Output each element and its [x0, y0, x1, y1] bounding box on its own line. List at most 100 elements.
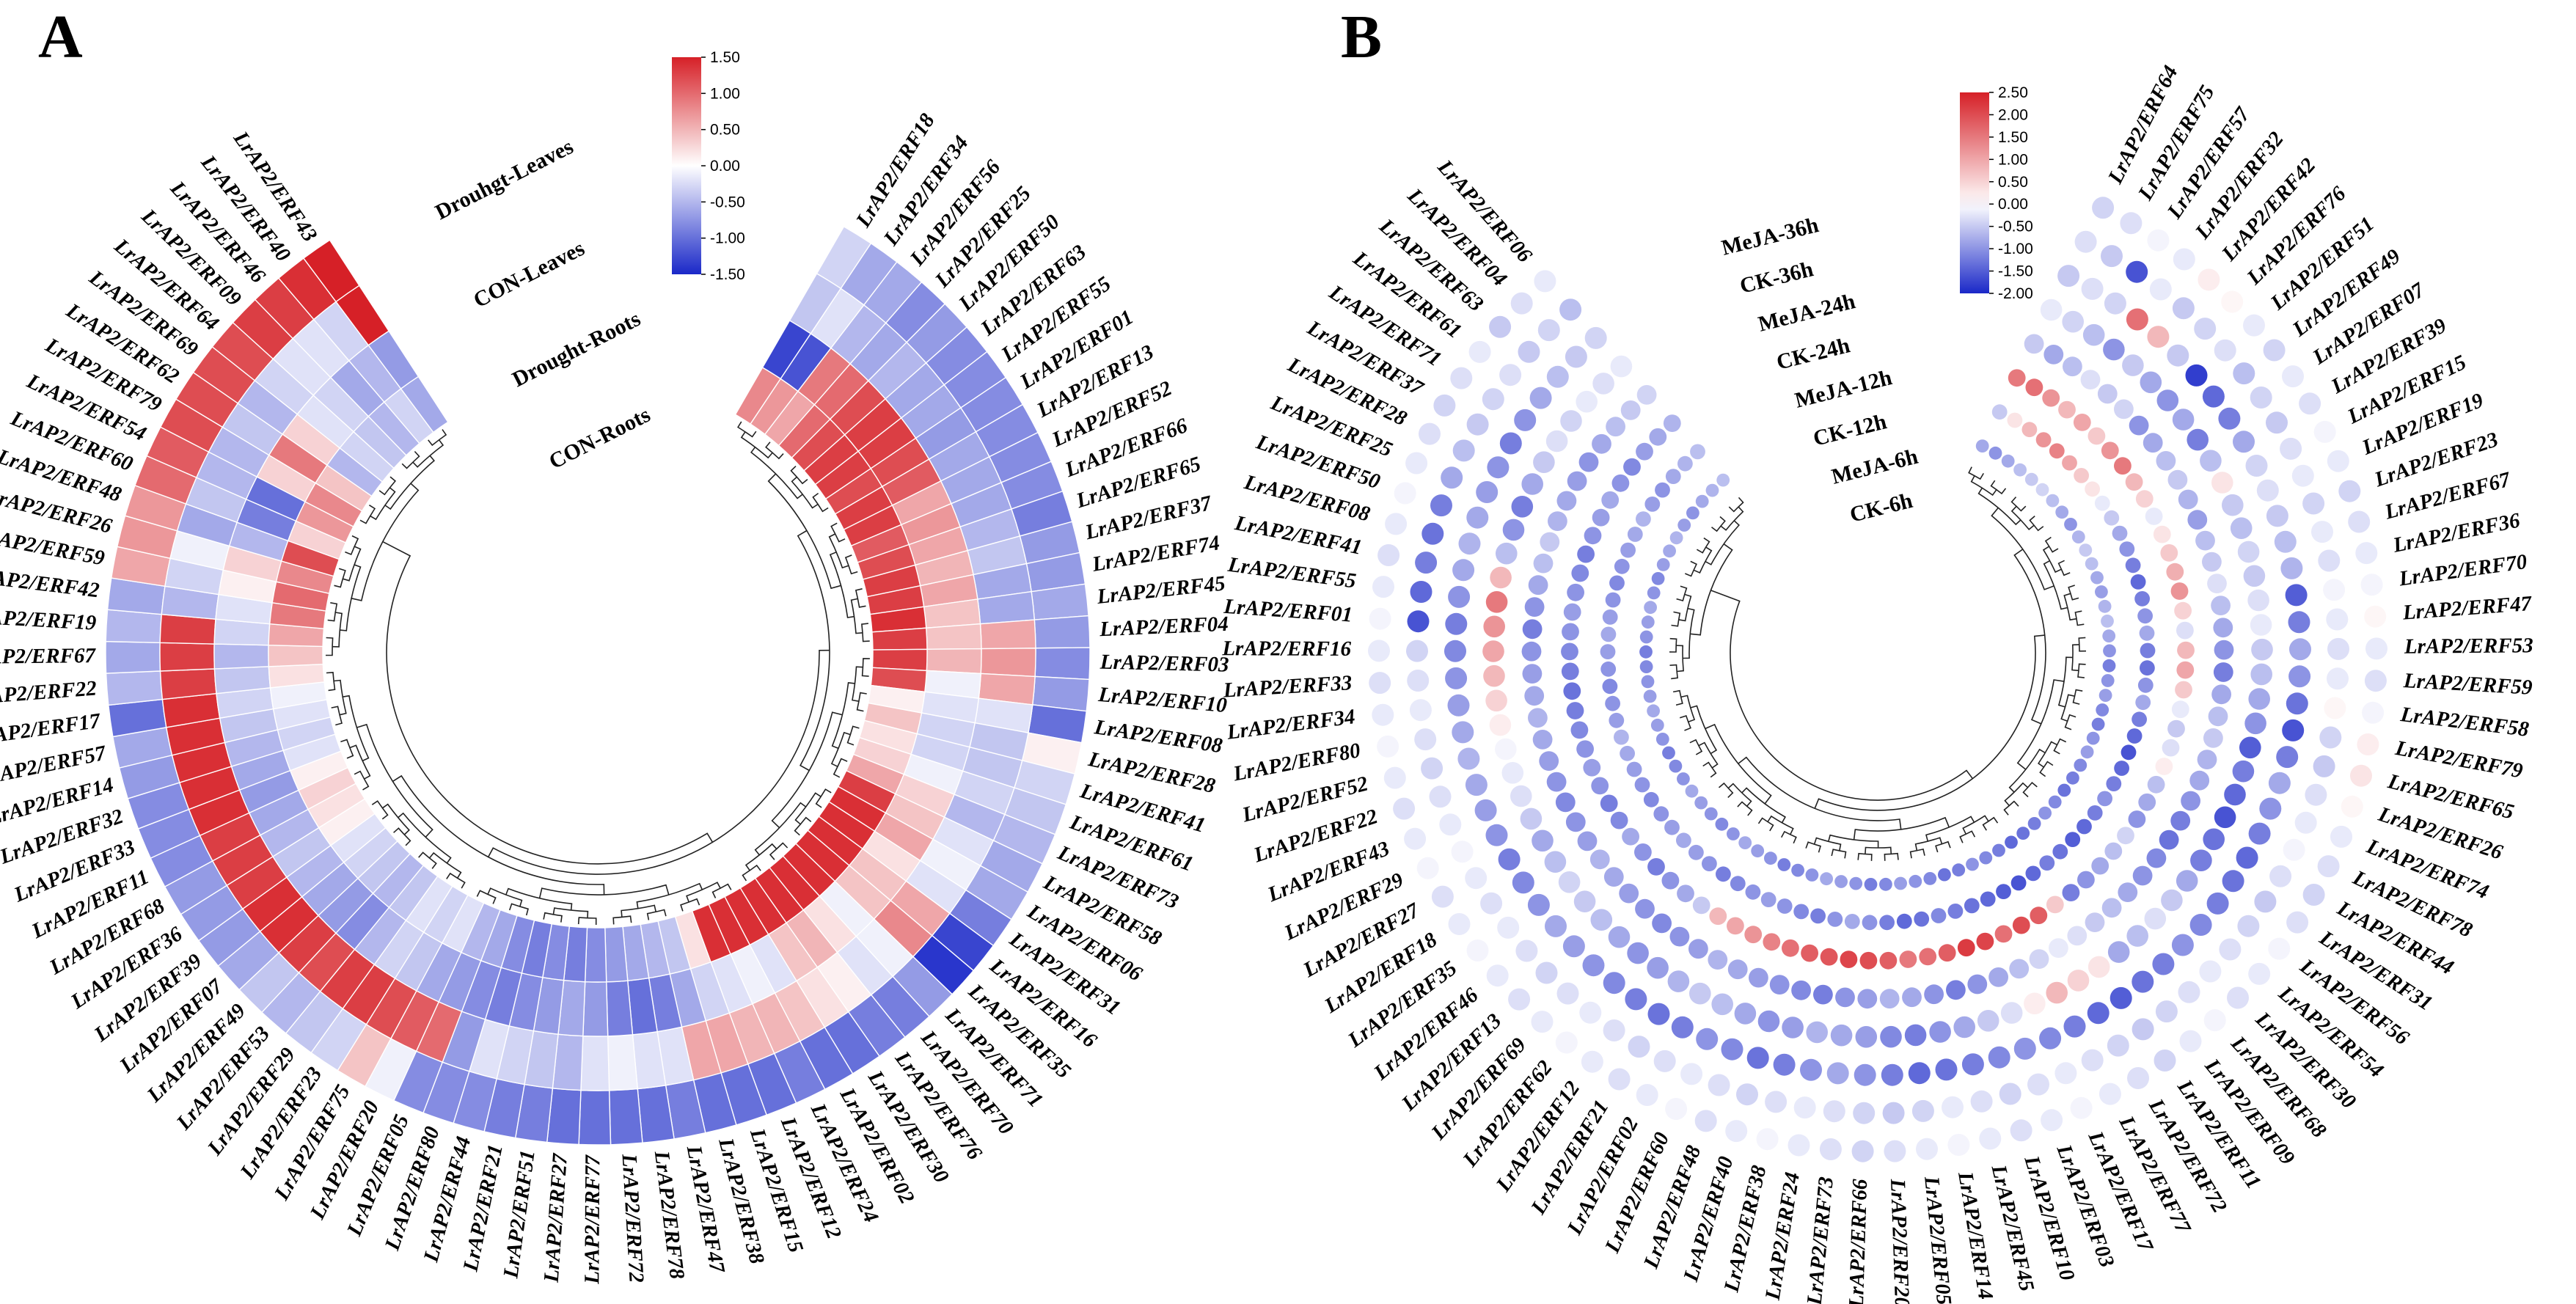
- heatmap-dot: [2305, 783, 2327, 806]
- heatmap-dot: [2139, 625, 2155, 641]
- heatmap-dot: [2035, 483, 2049, 497]
- heatmap-dot: [1582, 954, 1605, 977]
- heatmap-dot: [1514, 409, 1537, 431]
- panel-a-tree-branch: [750, 447, 803, 499]
- heatmap-dot: [2087, 956, 2110, 978]
- panel-b-tree-branch: [1805, 841, 1821, 853]
- panel-b-tree-branch: [1780, 830, 1797, 844]
- heatmap-dot: [1708, 950, 1728, 970]
- heatmap-dot: [2140, 642, 2156, 659]
- panel-a-tree-branch: [765, 442, 784, 460]
- heatmap-dot: [2327, 637, 2349, 660]
- heatmap-cell: [925, 623, 982, 651]
- heatmap-dot: [2145, 508, 2163, 525]
- heatmap-dot: [2178, 981, 2200, 1003]
- heatmap-dot: [2167, 344, 2189, 367]
- panel-b-tree-branch: [2039, 761, 2054, 777]
- heatmap-dot: [1744, 926, 1763, 944]
- heatmap-dot: [1639, 645, 1653, 659]
- heatmap-dot: [1490, 566, 1512, 589]
- panel-b-track-label: MeJA-36h: [1719, 213, 1821, 260]
- heatmap-cell: [608, 1088, 643, 1146]
- heatmap-dot: [2104, 292, 2126, 315]
- heatmap-dot: [2248, 688, 2270, 710]
- heatmap-cell: [268, 645, 324, 667]
- panel-b-colorbar: 2.50 2.00 1.50 1.00 0.50 0.00 -0.50 -1.00 -1.50 -…: [1960, 84, 2033, 302]
- heatmap-dot: [2025, 865, 2041, 882]
- heatmap-dot: [1676, 832, 1691, 849]
- panel-b-tree-branch: [1676, 645, 1684, 673]
- panel-b-gene-label: LrAP2/ERF24: [1760, 1171, 1804, 1302]
- heatmap-dot: [2364, 670, 2387, 692]
- panel-b-tree-branch: [2037, 741, 2057, 768]
- panel-b-colorbar-tick-label: 2.50: [1998, 84, 2028, 101]
- heatmap-dot: [1602, 678, 1618, 695]
- heatmap-dot: [1777, 858, 1791, 871]
- heatmap-dot: [1626, 761, 1642, 777]
- heatmap-dot: [2137, 677, 2154, 693]
- panel-b-tree-branch: [1925, 816, 1975, 842]
- heatmap-dot: [2357, 733, 2379, 755]
- panel-b-gene-label: LrAP2/ERF70: [2397, 550, 2528, 591]
- heatmap-dot: [2097, 791, 2113, 807]
- panel-b-tree-branch: [1962, 815, 1989, 835]
- heatmap-dot: [1671, 1016, 1694, 1039]
- heatmap-dot: [2280, 437, 2302, 460]
- heatmap-dot: [1764, 851, 1777, 865]
- heatmap-dot: [1592, 433, 1611, 454]
- heatmap-dot: [2222, 870, 2244, 893]
- heatmap-dot: [1851, 1140, 1874, 1162]
- heatmap-dot: [2243, 565, 2266, 587]
- heatmap-dot: [1705, 483, 1719, 497]
- panel-b-tree-branch: [2078, 637, 2087, 652]
- panel-a-track-label: Drought-Roots: [508, 307, 644, 392]
- heatmap-dot: [2323, 579, 2346, 601]
- panel-b-tree-branch: [2060, 694, 2075, 722]
- heatmap-dot: [1619, 883, 1639, 904]
- panel-a-tree-branch: [505, 887, 573, 911]
- panel-a-gene-label: LrAP2/ERF77: [580, 1154, 604, 1284]
- heatmap-dot: [2227, 986, 2249, 1009]
- panel-b-track-label: MeJA-24h: [1756, 289, 1858, 337]
- panel-a-gene-label: LrAP2/ERF04: [1099, 612, 1229, 642]
- panel-a-tree-branch: [830, 522, 846, 543]
- heatmap-dot: [1439, 813, 1462, 836]
- heatmap-dot: [1862, 915, 1878, 931]
- heatmap-dot: [1813, 984, 1833, 1005]
- heatmap-dot: [1988, 967, 2009, 987]
- panel-b-tree-branch: [2044, 536, 2059, 553]
- heatmap-dot: [2244, 712, 2266, 735]
- panel-b-tree-branch: [1690, 705, 1718, 755]
- heatmap-dot: [2355, 542, 2378, 565]
- panel-a-tree-branch: [828, 533, 849, 569]
- heatmap-dot: [2114, 399, 2134, 420]
- heatmap-dot: [1485, 689, 1507, 712]
- heatmap-cell: [607, 1034, 639, 1091]
- heatmap-dot: [2360, 574, 2383, 596]
- heatmap-dot: [1610, 811, 1628, 829]
- heatmap-dot: [2200, 450, 2222, 472]
- heatmap-dot: [2091, 717, 2105, 731]
- heatmap-dot: [1548, 511, 1567, 531]
- heatmap-dot: [2152, 953, 2175, 975]
- heatmap-dot: [2114, 457, 2132, 475]
- heatmap-dot: [2042, 389, 2060, 407]
- heatmap-dot: [2054, 1062, 2077, 1085]
- heatmap-dot: [1931, 908, 1947, 923]
- heatmap-dot: [2177, 641, 2195, 659]
- heatmap-dot: [2213, 618, 2233, 638]
- heatmap-dot: [2350, 764, 2372, 787]
- heatmap-dot: [2166, 563, 2184, 581]
- heatmap-dot: [1404, 827, 1427, 850]
- heatmap-dot: [1830, 1024, 1853, 1047]
- heatmap-dot: [1880, 1025, 1902, 1048]
- panel-a-tree-branch: [740, 431, 773, 459]
- panel-a-tree-branch: [487, 649, 830, 875]
- heatmap-dot: [1590, 909, 1613, 931]
- heatmap-dot: [2096, 703, 2110, 717]
- heatmap-dot: [1694, 796, 1708, 810]
- heatmap-dot: [2154, 1050, 2176, 1072]
- heatmap-dot: [1688, 939, 1708, 959]
- panel-b-tree-branch: [1831, 849, 1847, 859]
